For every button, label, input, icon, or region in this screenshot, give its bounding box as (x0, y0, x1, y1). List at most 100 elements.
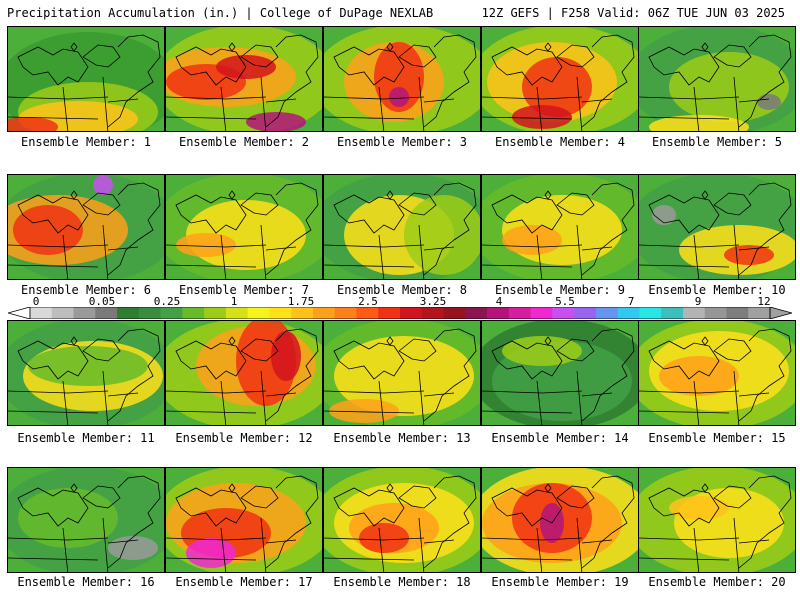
geographic-boundary (639, 390, 740, 394)
geographic-boundary (220, 527, 227, 572)
geographic-boundary (265, 98, 297, 103)
member-caption: Ensemble Member: 10 (648, 283, 786, 297)
geographic-boundary (482, 537, 583, 541)
geographic-boundary (166, 390, 267, 394)
geographic-boundary (265, 328, 319, 422)
geographic-boundary (378, 234, 385, 279)
member-caption: Ensemble Member: 9 (494, 283, 626, 297)
city-marker-icon (228, 336, 236, 346)
precip-shade (389, 87, 409, 107)
geographic-boundary (17, 194, 89, 234)
ensemble-member-map (481, 174, 639, 280)
geographic-boundary (581, 98, 613, 103)
precip-field (324, 27, 480, 131)
colorbar-swatch (639, 307, 662, 319)
colorbar-frame (29, 307, 771, 319)
precip-field (324, 175, 480, 279)
city-marker-icon (228, 42, 236, 52)
ensemble-member-map (638, 467, 796, 573)
precip-field (639, 27, 795, 131)
precip-field (482, 175, 638, 279)
precip-field (482, 468, 638, 572)
city-marker-icon (544, 190, 552, 200)
geographic-boundary (260, 517, 267, 572)
geographic-boundary (265, 392, 297, 397)
colorbar-tick-label: 12 (757, 295, 771, 308)
geographic-boundary (648, 487, 720, 527)
geographic-boundary (581, 539, 613, 544)
precip-shade (8, 117, 58, 131)
geographic-boundary (8, 96, 109, 100)
colorbar-swatch (378, 307, 401, 319)
colorbar-swatch (95, 307, 118, 319)
geographic-boundary (639, 96, 740, 100)
geographic-boundary (220, 86, 227, 131)
precip-shade (502, 336, 582, 366)
geographic-boundary (102, 370, 109, 425)
precip-shade (93, 175, 113, 195)
member-caption: Ensemble Member: 14 (491, 431, 629, 445)
geographic-boundary (423, 34, 477, 128)
colorbar-swatch (269, 307, 292, 319)
geographic-boundary (324, 557, 415, 561)
geographic-boundary (738, 328, 792, 422)
geographic-boundary (333, 340, 405, 380)
geographic-boundary (738, 392, 770, 397)
precip-shade (652, 205, 676, 225)
geographic-boundary (107, 392, 139, 397)
geographic-boundary (733, 76, 740, 131)
ensemble-member-map (7, 26, 165, 132)
member-caption: Ensemble Member: 7 (178, 283, 310, 297)
geographic-boundary (423, 328, 477, 422)
city-marker-icon (386, 190, 394, 200)
precip-shade (176, 233, 236, 257)
ensemble-member-map (638, 174, 796, 280)
geographic-boundary (378, 527, 385, 572)
precip-field (166, 27, 322, 131)
precip-shade (757, 94, 781, 110)
geographic-boundary (639, 244, 740, 248)
geographic-boundary (175, 46, 247, 86)
ensemble-member-map (481, 26, 639, 132)
colorbar-swatch (291, 307, 314, 319)
city-marker-icon (70, 336, 78, 346)
geographic-boundary (333, 487, 405, 527)
precip-shade (13, 205, 83, 255)
geographic-boundary (324, 537, 425, 541)
colorbar-tick-label: 5.5 (555, 295, 575, 308)
colorbar-swatch (487, 307, 510, 319)
precip-field (8, 27, 164, 131)
geographic-boundary (418, 76, 425, 131)
geographic-boundary (482, 244, 583, 248)
ensemble-member-map (638, 26, 796, 132)
city-marker-icon (70, 42, 78, 52)
colorbar-swatch (73, 307, 96, 319)
geographic-boundary (324, 410, 415, 414)
geographic-boundary (166, 264, 257, 268)
geographic-boundary (648, 46, 720, 86)
colorbar-swatch (726, 307, 749, 319)
colorbar-left-arrow (8, 307, 31, 319)
geographic-boundary (536, 86, 543, 131)
precip-shade (404, 195, 480, 275)
city-marker-icon (386, 336, 394, 346)
geographic-boundary (166, 116, 257, 120)
geographic-boundary (82, 338, 121, 362)
geographic-boundary (17, 340, 89, 380)
geographic-boundary (220, 234, 227, 279)
member-caption: Ensemble Member: 6 (20, 283, 152, 297)
member-caption: Ensemble Member: 19 (491, 575, 629, 589)
colorbar-tick-label: 0.05 (88, 295, 116, 308)
colorbar-swatch (312, 307, 336, 319)
precip-shade (374, 42, 424, 112)
geographic-boundary (62, 527, 69, 572)
geographic-boundary (418, 517, 425, 572)
geographic-boundary (107, 98, 139, 103)
colorbar-swatch (247, 307, 270, 319)
geographic-boundary (639, 537, 740, 541)
precip-field (8, 321, 164, 425)
geographic-boundary (8, 537, 109, 541)
colorbar-tick-label: 0 (32, 295, 40, 308)
geographic-boundary (491, 194, 563, 234)
geographic-boundary (693, 234, 700, 279)
